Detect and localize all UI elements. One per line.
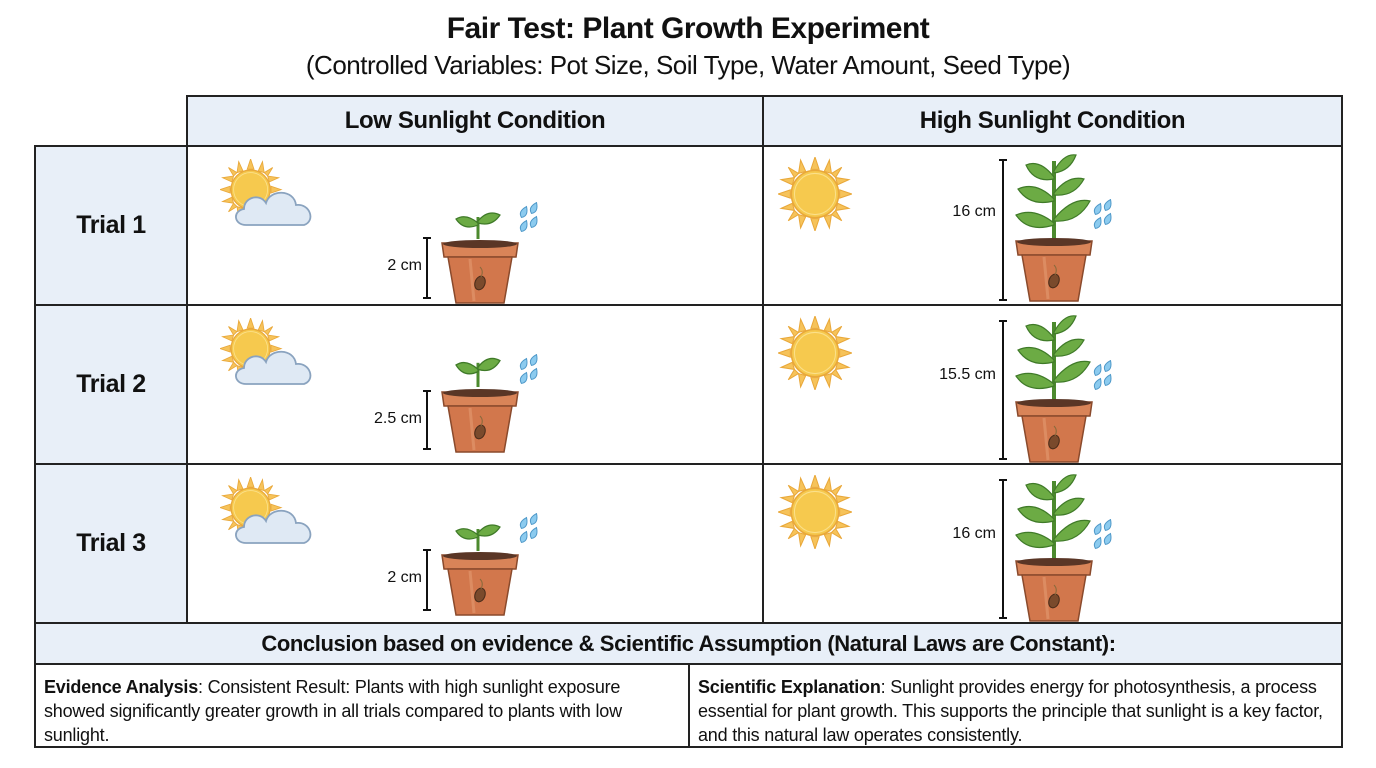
trial-2-low-cell: 2.5 cm [186,304,764,465]
sun-behind-cloud-icon [220,159,312,226]
trial-3-high-cell: 16 cm [762,463,1343,624]
water-drops-icon [518,202,540,234]
trial-1-low-cell: 2 cm [186,145,764,306]
water-drops-icon [1092,360,1114,392]
measure-bar-icon [999,479,1007,619]
column-header-low-sunlight: Low Sunlight Condition [186,95,764,147]
evidence-analysis-text: : Consistent Result: Plants with high su… [44,677,622,745]
trial-2-high-cell: 15.5 cm [762,304,1343,465]
column-header-high-sunlight: High Sunlight Condition [762,95,1343,147]
measure-bar-icon [999,159,1007,301]
water-drops-icon [518,513,540,545]
trial-1-high-cell: 16 cm [762,145,1343,306]
sun-icon [778,157,852,231]
water-drops-icon [1092,519,1114,551]
scientific-explanation-cell: Scientific Explanation: Sunlight provide… [688,663,1343,748]
sun-behind-cloud-icon [220,318,312,385]
evidence-analysis-label: Evidence Analysis [44,677,199,697]
height-label: 15.5 cm [939,366,996,383]
measure-bar-icon [423,390,431,450]
sun-icon [778,475,852,549]
measure-bar-icon [423,549,431,611]
trial-2-label: Trial 2 [34,304,188,465]
scientific-explanation-label: Scientific Explanation [698,677,881,697]
measure-bar-icon [999,320,1007,460]
trial-3-low-cell: 2 cm [186,463,764,624]
trial-1-label: Trial 1 [34,145,188,306]
water-drops-icon [1092,199,1114,231]
page-subtitle: (Controlled Variables: Pot Size, Soil Ty… [305,50,1071,80]
height-label: 16 cm [952,525,996,542]
sun-behind-cloud-icon [220,477,312,544]
trial-3-label: Trial 3 [34,463,188,624]
measure-bar-icon [423,237,431,299]
scientific-explanation-text: : Sunlight provides energy for photosynt… [698,677,1323,745]
height-label: 2 cm [387,257,422,274]
water-drops-icon [518,354,540,386]
height-label: 2.5 cm [373,410,422,427]
height-label: 16 cm [952,203,996,220]
page-title: Fair Test: Plant Growth Experiment [446,12,930,45]
conclusion-heading: Conclusion based on evidence & Scientifi… [34,622,1343,665]
evidence-analysis-cell: Evidence Analysis: Consistent Result: Pl… [34,663,690,748]
sun-icon [778,316,852,390]
height-label: 2 cm [387,569,422,586]
